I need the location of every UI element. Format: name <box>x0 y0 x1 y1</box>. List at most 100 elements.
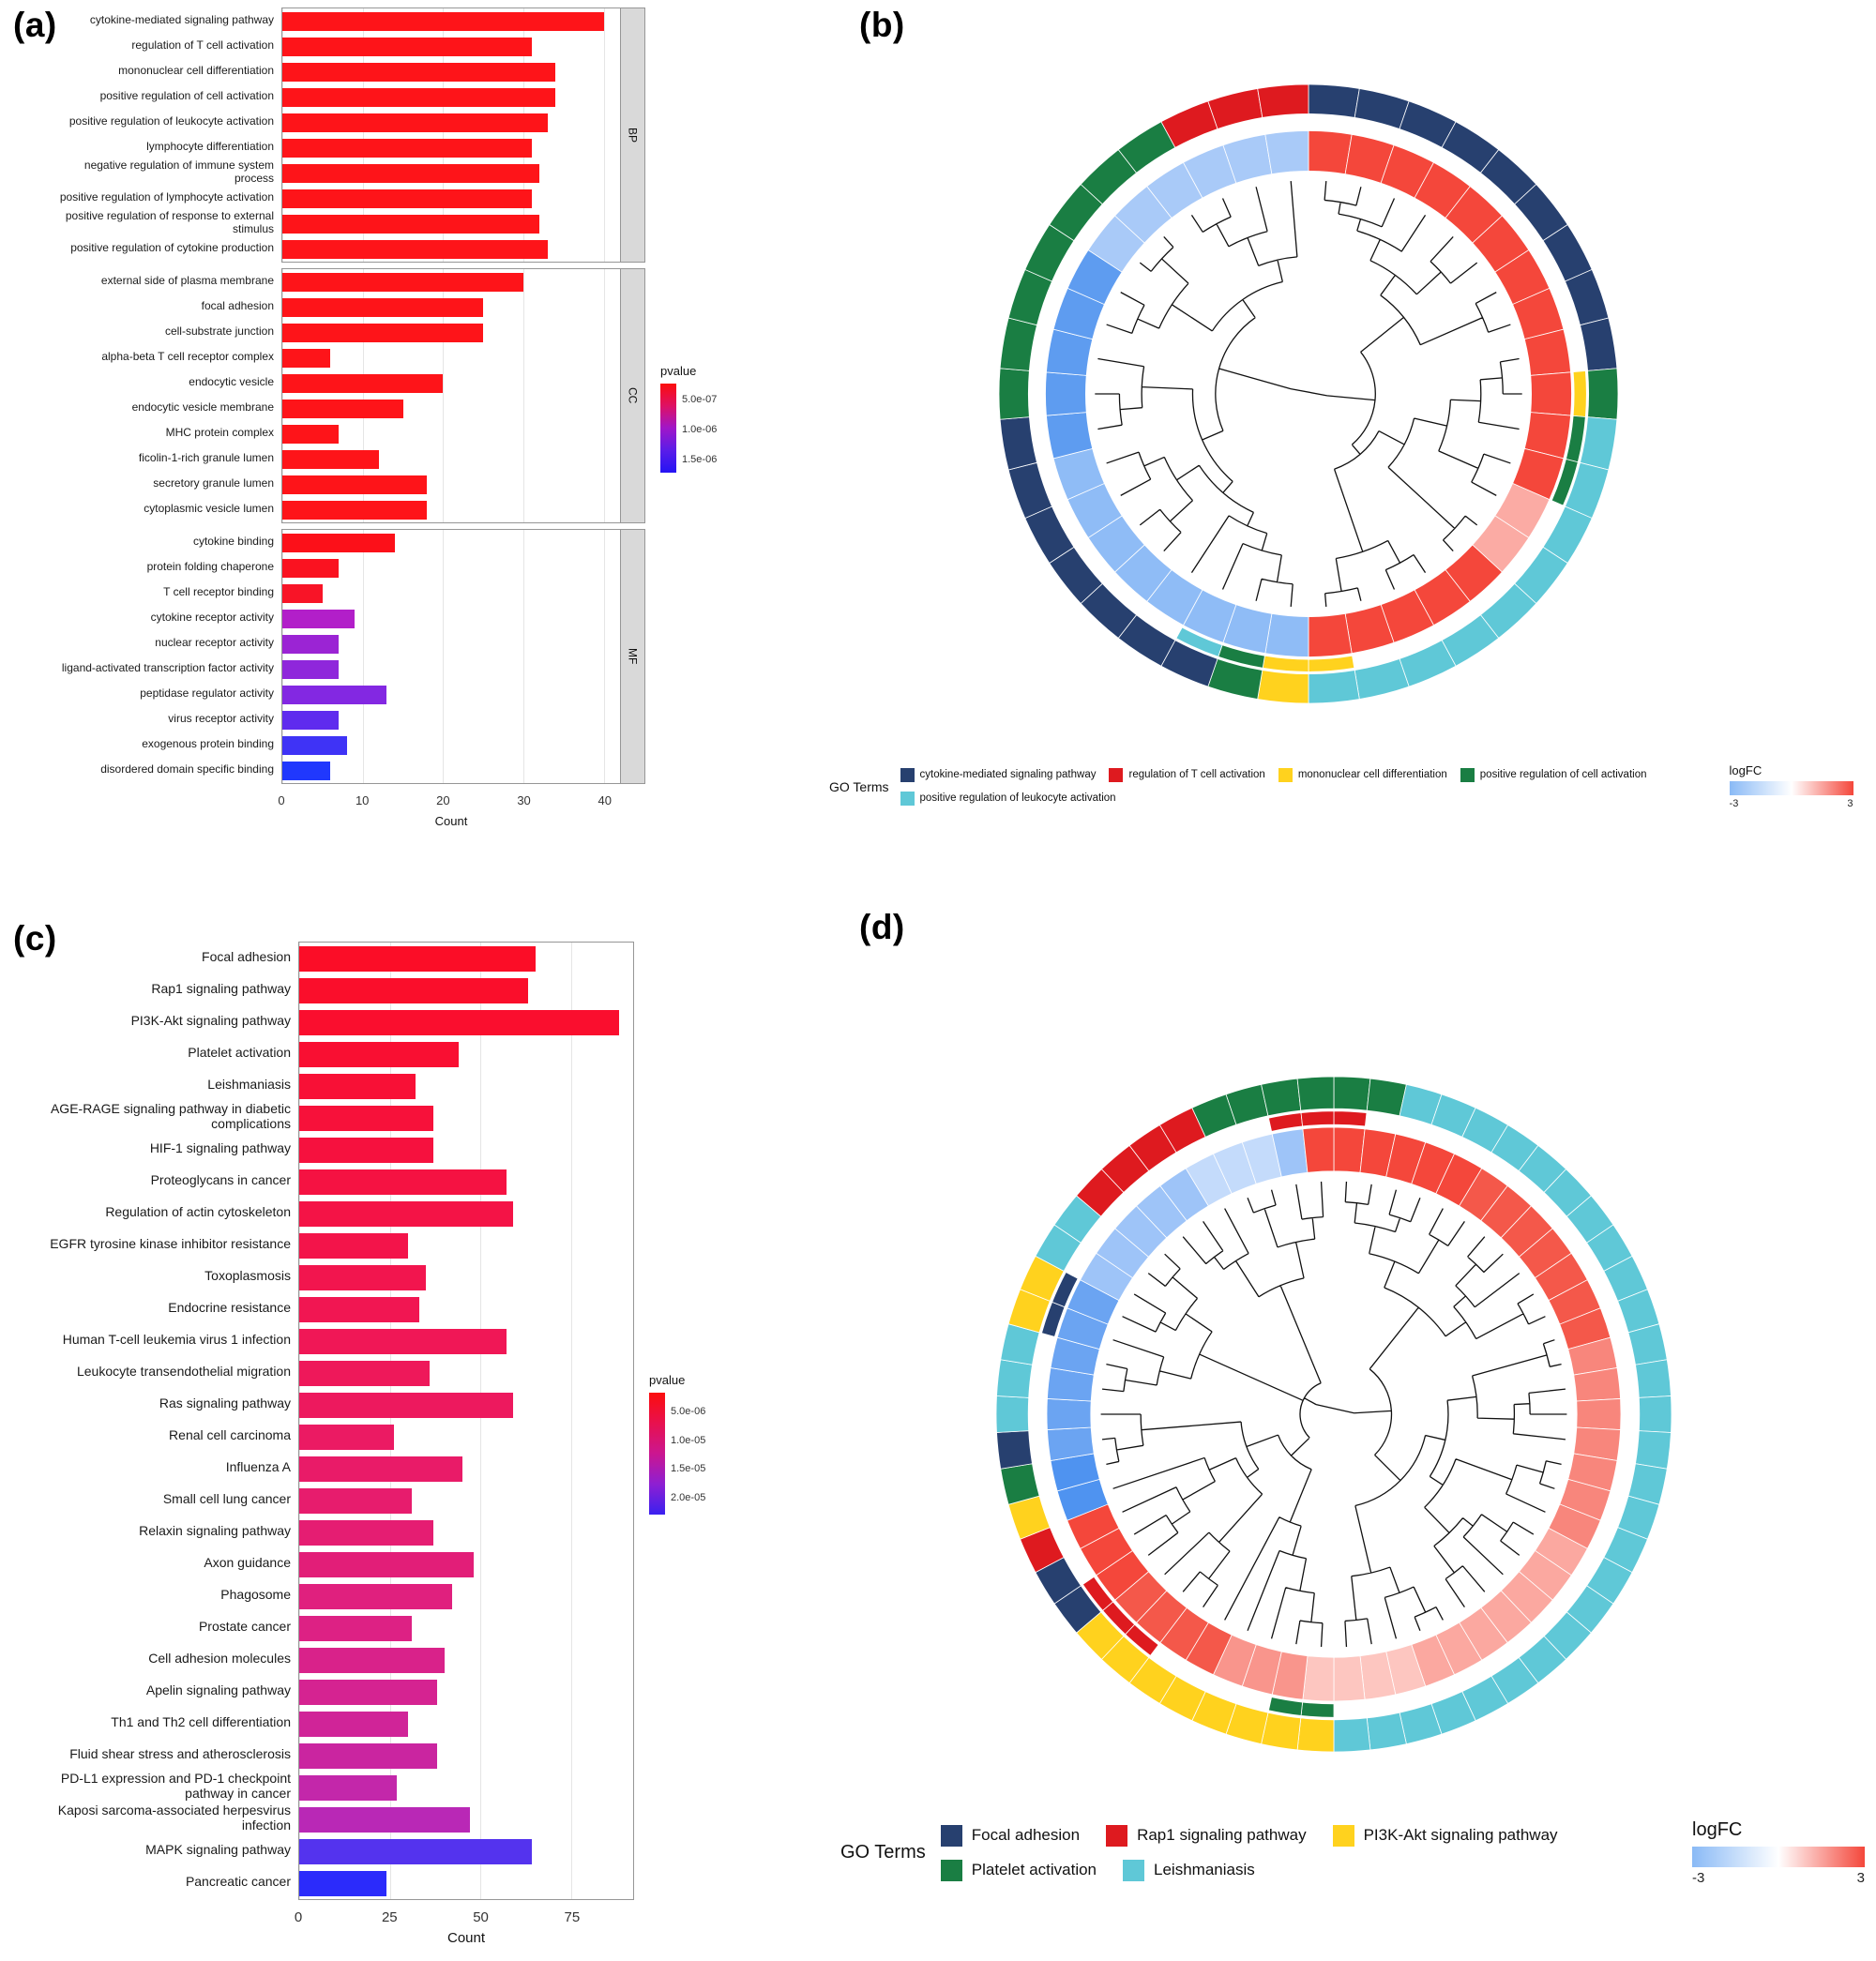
pvalue-tick-label: 1.0e-06 <box>682 423 718 435</box>
term-ring-cell <box>998 368 1030 420</box>
bar-label: HIF-1 signaling pathway <box>149 1140 291 1156</box>
bar <box>282 323 484 342</box>
bar-label: Th1 and Th2 cell differentiation <box>111 1714 291 1730</box>
term-ring-cell <box>1333 1076 1371 1111</box>
x-tick-area: 0 10 20 30 40 <box>278 790 621 808</box>
term-ring-cell <box>1333 1717 1371 1753</box>
pvalue-legend-body: 5.0e-06 1.0e-05 1.5e-05 2.0e-05 <box>649 1393 731 1515</box>
cluster-dendrogram <box>1095 181 1522 607</box>
bar-label: Human T-cell leukemia virus 1 infection <box>62 1332 291 1348</box>
bar-slot <box>282 345 620 370</box>
logfc-max-label: 3 <box>1856 1870 1865 1886</box>
bar-slot <box>282 211 620 236</box>
bar-slot <box>282 656 620 682</box>
gridline <box>299 943 300 1899</box>
bar <box>299 1519 434 1546</box>
bar-label: positive regulation of lymphocyte activa… <box>59 189 274 204</box>
bar-slot <box>299 1516 633 1548</box>
bar <box>299 1679 438 1705</box>
bar <box>282 348 331 368</box>
bar-label: cytokine binding <box>192 534 274 548</box>
bar-label: EGFR tyrosine kinase inhibitor resistanc… <box>50 1236 291 1252</box>
bar-label: Small cell lung cancer <box>162 1491 291 1507</box>
pvalue-legend-title: pvalue <box>649 1373 686 1387</box>
bar-label: Pancreatic cancer <box>185 1874 291 1890</box>
legend-item: Platelet activation <box>940 1859 1097 1881</box>
bar <box>282 87 556 107</box>
pvalue-tick-label: 5.0e-07 <box>682 393 718 405</box>
legend-swatch <box>1109 767 1124 782</box>
bar-slot <box>299 1548 633 1580</box>
logfc-ring-cell <box>1576 1398 1622 1430</box>
bar <box>299 1009 619 1035</box>
plot-panel <box>281 268 621 523</box>
panel-a-label: (a) <box>13 6 57 44</box>
panel-c-label: (c) <box>13 919 57 958</box>
bar-label: Focal adhesion <box>202 949 291 965</box>
term-ring2-cell <box>1572 370 1587 417</box>
bar-label: virus receptor activity <box>168 711 274 725</box>
bar-slot <box>282 8 620 34</box>
cluster-dendrogram <box>1100 1181 1567 1648</box>
bar <box>282 239 548 259</box>
term-ring-cell <box>1296 1076 1335 1111</box>
bar-label: Regulation of actin cytoskeleton <box>105 1204 291 1220</box>
gridline <box>282 8 283 262</box>
bar <box>299 977 528 1003</box>
legend-item-label: cytokine-mediated signaling pathway <box>919 769 1097 780</box>
legend-item: positive regulation of cell activation <box>1460 767 1647 782</box>
term-ring2-cell <box>1175 626 1223 657</box>
go-terms-legend-title: GO Terms <box>829 778 889 794</box>
pvalue-tick-labels: 5.0e-06 1.0e-05 1.5e-05 2.0e-05 <box>671 1393 731 1515</box>
pvalue-gradient <box>649 1393 665 1515</box>
legend-item-label: positive regulation of cell activation <box>1479 769 1647 780</box>
bar-slot <box>282 581 620 606</box>
logfc-legend: logFC -3 3 <box>1729 763 1853 809</box>
bar <box>282 138 532 158</box>
bar-label: endocytic vesicle membrane <box>131 400 274 414</box>
x-tick-label: 0 <box>294 1909 303 1925</box>
x-tick-label: 75 <box>564 1909 581 1925</box>
bar-slot <box>299 1166 633 1198</box>
plot-panel <box>281 8 621 263</box>
kegg-terms-legend: GO Terms Focal adhesion Rap1 signaling pat… <box>840 1819 1865 1886</box>
bar-slot <box>282 110 620 135</box>
bar <box>282 163 540 183</box>
bar-slot <box>282 555 620 581</box>
bar-label: cytoplasmic vesicle lumen <box>144 501 274 515</box>
bar <box>299 1806 470 1833</box>
gridline <box>362 269 364 522</box>
legend-item-label: regulation of T cell activation <box>1128 769 1265 780</box>
axis-spacer <box>54 790 281 808</box>
bar <box>282 297 484 317</box>
bar-label: ligand-activated transcription factor ac… <box>61 660 274 674</box>
bar-slot <box>282 606 620 631</box>
bar-slot <box>282 160 620 186</box>
bar-label: Relaxin signaling pathway <box>139 1523 291 1539</box>
logfc-gradient <box>1729 781 1853 795</box>
bar-slot <box>282 135 620 160</box>
bar-slot <box>282 472 620 497</box>
bar <box>282 113 548 132</box>
bar-label: exogenous protein binding <box>142 736 274 750</box>
bar-slot <box>282 294 620 320</box>
bar <box>299 1073 416 1099</box>
facet-strip-label: CC <box>626 387 640 404</box>
kegg-cluster-circle <box>995 1076 1672 1753</box>
logfc-ring-cell <box>1046 1398 1092 1430</box>
x-tick-area: 0 25 50 75 <box>294 1906 634 1925</box>
bar <box>299 1169 507 1195</box>
bar-slot <box>282 370 620 396</box>
bar-label: negative regulation of immune system pro… <box>83 158 274 185</box>
term-ring2-cell <box>1051 1272 1079 1308</box>
legend-item: mononuclear cell differentiation <box>1278 767 1447 782</box>
term-ring-cell <box>1296 1717 1335 1753</box>
logfc-min-label: -3 <box>1692 1870 1705 1886</box>
bar <box>299 1392 514 1418</box>
bar-slot <box>282 497 620 522</box>
bar-label: cytokine receptor activity <box>150 610 274 624</box>
bar-label: endocytic vesicle <box>189 374 274 388</box>
x-tick-label: 0 <box>278 793 285 807</box>
pvalue-tick-label: 2.0e-05 <box>671 1491 706 1503</box>
term-ring-cell <box>999 317 1037 371</box>
